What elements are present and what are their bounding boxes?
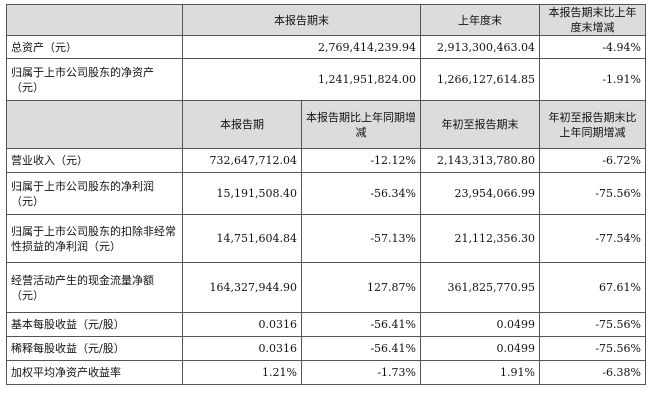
cell-value: 21,112,356.30 bbox=[420, 214, 540, 263]
header-period-end: 本报告期末 bbox=[182, 4, 421, 36]
table-row: 归属于上市公司股东的扣除非经常性损益的净利润（元） 14,751,604.84 … bbox=[6, 214, 646, 263]
header-ytd-change: 年初至报告期末比上年同期增减 bbox=[539, 100, 646, 149]
table-row: 稀释每股收益（元/股） 0.0316 -56.41% 0.0499 -75.56… bbox=[6, 336, 646, 361]
table-row: 经营活动产生的现金流量净额（元） 164,327,944.90 127.87% … bbox=[6, 262, 646, 313]
row-label: 归属于上市公司股东的净利润（元） bbox=[6, 172, 183, 215]
header-blank-cell bbox=[6, 100, 183, 149]
cell-value: -56.41% bbox=[301, 336, 421, 361]
row-label: 归属于上市公司股东的净资产（元） bbox=[6, 58, 183, 101]
cell-value: -75.56% bbox=[539, 312, 646, 337]
cell-value: 1.91% bbox=[420, 360, 540, 385]
cell-value: 127.87% bbox=[301, 262, 421, 313]
cell-value: 2,143,313,780.80 bbox=[420, 148, 540, 173]
header-prior-year-end: 上年度末 bbox=[420, 4, 540, 36]
cell-value: 2,769,414,239.94 bbox=[182, 35, 421, 59]
row-label: 稀释每股收益（元/股） bbox=[6, 336, 183, 361]
header-current-period: 本报告期 bbox=[182, 100, 302, 149]
cell-value: -57.13% bbox=[301, 214, 421, 263]
header-row-1: 本报告期末 上年度末 本报告期末比上年度末增减 bbox=[6, 4, 646, 36]
cell-value: 361,825,770.95 bbox=[420, 262, 540, 313]
cell-value: 1,241,951,824.00 bbox=[182, 58, 421, 101]
row-label: 基本每股收益（元/股） bbox=[6, 312, 183, 337]
table-row: 归属于上市公司股东的净资产（元） 1,241,951,824.00 1,266,… bbox=[6, 58, 646, 101]
cell-value: 732,647,712.04 bbox=[182, 148, 302, 173]
financial-summary-table: 本报告期末 上年度末 本报告期末比上年度末增减 总资产（元） 2,769,414… bbox=[6, 4, 646, 385]
cell-value: -6.38% bbox=[539, 360, 646, 385]
cell-value: -56.34% bbox=[301, 172, 421, 215]
cell-value: 1,266,127,614.85 bbox=[420, 58, 540, 101]
row-label: 归属于上市公司股东的扣除非经常性损益的净利润（元） bbox=[6, 214, 183, 263]
cell-value: 0.0316 bbox=[182, 312, 302, 337]
cell-value: 23,954,066.99 bbox=[420, 172, 540, 215]
table-row: 营业收入（元） 732,647,712.04 -12.12% 2,143,313… bbox=[6, 148, 646, 173]
cell-value: -77.54% bbox=[539, 214, 646, 263]
cell-value: 14,751,604.84 bbox=[182, 214, 302, 263]
cell-value: 0.0499 bbox=[420, 312, 540, 337]
cell-value: -75.56% bbox=[539, 336, 646, 361]
header-current-period-change: 本报告期比上年同期增减 bbox=[301, 100, 421, 149]
cell-value: 1.21% bbox=[182, 360, 302, 385]
header-row-2: 本报告期 本报告期比上年同期增减 年初至报告期末 年初至报告期末比上年同期增减 bbox=[6, 100, 646, 149]
row-label: 营业收入（元） bbox=[6, 148, 183, 173]
cell-value: 67.61% bbox=[539, 262, 646, 313]
cell-value: -56.41% bbox=[301, 312, 421, 337]
cell-value: -1.91% bbox=[539, 58, 646, 101]
cell-value: -4.94% bbox=[539, 35, 646, 59]
row-label: 总资产（元） bbox=[6, 35, 183, 59]
table-row: 基本每股收益（元/股） 0.0316 -56.41% 0.0499 -75.56… bbox=[6, 312, 646, 337]
cell-value: 2,913,300,463.04 bbox=[420, 35, 540, 59]
header-blank-cell bbox=[6, 4, 183, 36]
row-label: 经营活动产生的现金流量净额（元） bbox=[6, 262, 183, 313]
table-row: 归属于上市公司股东的净利润（元） 15,191,508.40 -56.34% 2… bbox=[6, 172, 646, 215]
row-label: 加权平均净资产收益率 bbox=[6, 360, 183, 385]
cell-value: -1.73% bbox=[301, 360, 421, 385]
header-ytd: 年初至报告期末 bbox=[420, 100, 540, 149]
header-change-vs-prior-year-end: 本报告期末比上年度末增减 bbox=[539, 4, 646, 36]
cell-value: 15,191,508.40 bbox=[182, 172, 302, 215]
cell-value: 164,327,944.90 bbox=[182, 262, 302, 313]
cell-value: -12.12% bbox=[301, 148, 421, 173]
cell-value: 0.0316 bbox=[182, 336, 302, 361]
table-row: 总资产（元） 2,769,414,239.94 2,913,300,463.04… bbox=[6, 35, 646, 59]
cell-value: 0.0499 bbox=[420, 336, 540, 361]
table-row: 加权平均净资产收益率 1.21% -1.73% 1.91% -6.38% bbox=[6, 360, 646, 385]
cell-value: -6.72% bbox=[539, 148, 646, 173]
cell-value: -75.56% bbox=[539, 172, 646, 215]
